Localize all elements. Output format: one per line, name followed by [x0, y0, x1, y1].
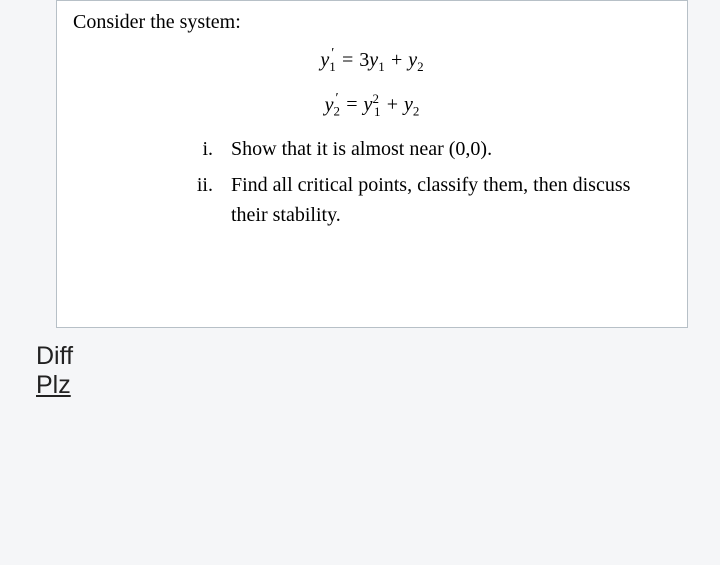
problem-box: Consider the system: y′1 = 3y1 + y2 y′2 … — [56, 0, 688, 328]
eq2-equals: = — [340, 94, 364, 116]
item-i-roman: i. — [71, 134, 231, 164]
eq2-term2-sub: 2 — [413, 104, 420, 119]
equation-block: y′1 = 3y1 + y2 y′2 = y21 + y2 — [71, 44, 673, 128]
eq1-lhs-prime: ′ — [331, 38, 334, 70]
eq2-plus: + — [380, 94, 404, 116]
item-ii: ii. Find all critical points, classify t… — [71, 170, 673, 230]
item-list: i. Show that it is almost near (0,0). ii… — [71, 134, 673, 230]
eq1-plus: + — [385, 49, 409, 71]
eq1-equals: = — [336, 49, 360, 71]
equation-2: y′2 = y21 + y2 — [71, 83, 673, 128]
problem-prompt: Consider the system: — [73, 11, 673, 34]
eq2-lhs-prime: ′ — [335, 83, 338, 115]
caption-text: Diff Plz — [36, 342, 73, 400]
eq2-lhs-y: y — [325, 94, 334, 116]
item-ii-roman: ii. — [71, 170, 231, 230]
caption-line-1: Diff — [36, 342, 73, 371]
equation-1: y′1 = 3y1 + y2 — [71, 44, 673, 83]
item-i: i. Show that it is almost near (0,0). — [71, 134, 673, 164]
item-ii-text: Find all critical points, classify them,… — [231, 170, 673, 230]
eq1-term2-sub: 2 — [417, 59, 424, 74]
eq1-lhs-y: y — [320, 49, 329, 71]
eq1-term1-coef: 3 — [359, 49, 369, 71]
eq1-term2-y: y — [408, 49, 417, 71]
eq2-term2-y: y — [404, 94, 413, 116]
eq1-term1-y: y — [369, 49, 378, 71]
caption-line-2: Plz — [36, 371, 73, 400]
item-i-text: Show that it is almost near (0,0). — [231, 134, 673, 164]
